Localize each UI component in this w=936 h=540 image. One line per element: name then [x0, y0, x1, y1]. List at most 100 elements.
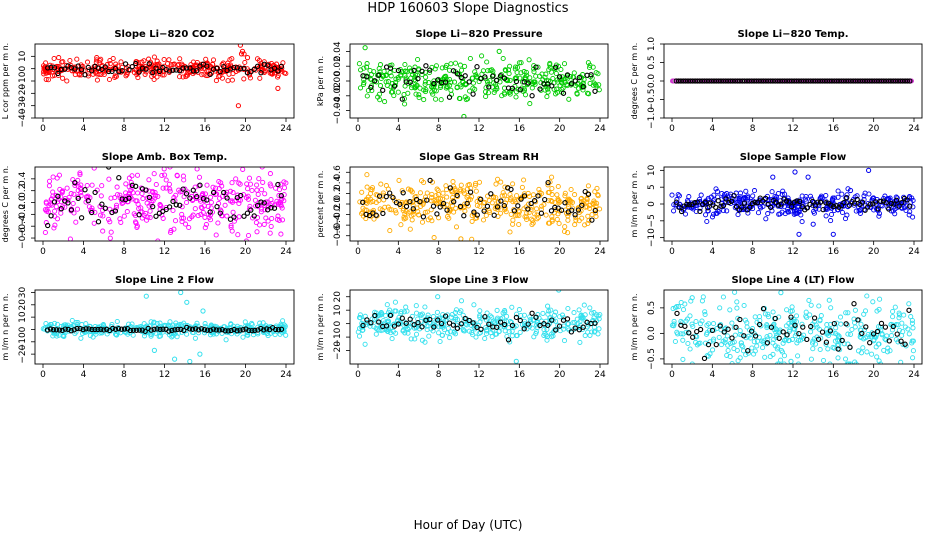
data-point	[163, 204, 169, 211]
x-tick-label: 12	[159, 247, 170, 257]
reference-point	[739, 204, 745, 210]
data-point	[114, 192, 121, 198]
reference-point	[228, 327, 234, 334]
data-point	[74, 206, 81, 212]
data-point	[729, 320, 735, 326]
reference-point	[529, 310, 535, 316]
data-point	[771, 336, 777, 343]
reference-point	[234, 328, 240, 334]
reference-point	[572, 212, 578, 218]
data-point	[466, 182, 472, 188]
reference-point	[845, 78, 852, 84]
data-point	[876, 213, 882, 219]
data-point	[421, 97, 427, 103]
reference-point	[364, 317, 370, 323]
data-point	[236, 214, 242, 220]
x-tick-label: 24	[908, 124, 920, 134]
data-point	[818, 194, 824, 201]
outlier-point	[866, 167, 872, 173]
reference-point	[720, 202, 727, 209]
reference-point	[447, 185, 453, 191]
y-axis-label: degrees C per m n.	[630, 43, 639, 120]
data-point	[845, 331, 851, 337]
data-point	[493, 181, 499, 187]
reference-point	[106, 167, 112, 170]
reference-point	[246, 327, 252, 334]
reference-point	[119, 68, 125, 74]
data-point	[820, 357, 827, 364]
panel-title: Slope Li−820 Pressure	[415, 29, 542, 40]
y-tick-label: 0.0	[647, 326, 657, 341]
reference-point	[497, 73, 504, 79]
reference-point	[156, 68, 163, 75]
y-tick-label: −10	[647, 228, 657, 247]
data-point	[901, 312, 907, 318]
data-point	[129, 321, 135, 327]
data-point	[356, 315, 363, 321]
data-point	[445, 325, 451, 331]
y-tick-label: −0.2	[18, 203, 28, 225]
data-point	[511, 197, 517, 203]
reference-point	[180, 186, 186, 192]
x-tick-label: 16	[828, 124, 840, 134]
reference-point	[101, 327, 107, 333]
data-point	[896, 327, 902, 333]
data-point	[100, 213, 106, 219]
data-point	[587, 202, 593, 208]
data-point	[672, 305, 679, 311]
reference-point	[180, 65, 186, 71]
data-point	[229, 180, 235, 186]
data-point	[106, 176, 112, 182]
data-point	[254, 56, 261, 62]
reference-point	[143, 187, 149, 193]
data-point	[131, 211, 137, 217]
data-point	[396, 177, 402, 183]
reference-point	[886, 338, 892, 344]
reference-point	[150, 69, 156, 76]
data-point	[749, 326, 756, 332]
reference-point	[768, 324, 775, 330]
x-tick-label: 24	[280, 124, 292, 134]
data-point	[535, 64, 541, 70]
data-point	[477, 203, 483, 209]
data-point	[244, 181, 250, 187]
data-point	[507, 191, 513, 198]
data-point	[422, 79, 428, 85]
series-points	[355, 290, 603, 364]
data-point	[910, 355, 916, 361]
data-point	[545, 89, 551, 95]
reference-point	[222, 328, 228, 334]
data-point	[249, 187, 255, 194]
x-tick-label: 0	[40, 370, 46, 380]
y-tick-label: −0.4	[18, 215, 28, 237]
data-point	[516, 213, 522, 219]
reference-point	[562, 200, 568, 206]
reference-point	[545, 81, 551, 87]
y-axis-label: m l/m n per m n.	[1, 294, 10, 361]
data-point	[595, 313, 601, 319]
data-point	[579, 215, 585, 221]
data-point	[544, 337, 550, 343]
data-point	[429, 218, 435, 224]
data-point	[798, 337, 804, 343]
data-point	[402, 61, 408, 68]
data-point	[755, 210, 762, 216]
data-point	[781, 204, 787, 210]
data-point	[873, 344, 879, 350]
reference-point	[146, 194, 152, 201]
data-point	[356, 61, 362, 67]
reference-point	[372, 78, 378, 84]
data-point	[67, 236, 73, 241]
reference-point	[467, 189, 474, 195]
data-point	[514, 311, 520, 317]
data-point	[714, 189, 720, 195]
reference-point	[804, 205, 811, 211]
data-point	[400, 328, 406, 334]
data-point	[425, 312, 431, 318]
reference-point	[244, 210, 251, 216]
data-point	[839, 209, 846, 216]
reference-point	[718, 78, 724, 84]
data-point	[711, 336, 717, 342]
data-point	[590, 64, 596, 70]
reference-point	[811, 315, 818, 321]
